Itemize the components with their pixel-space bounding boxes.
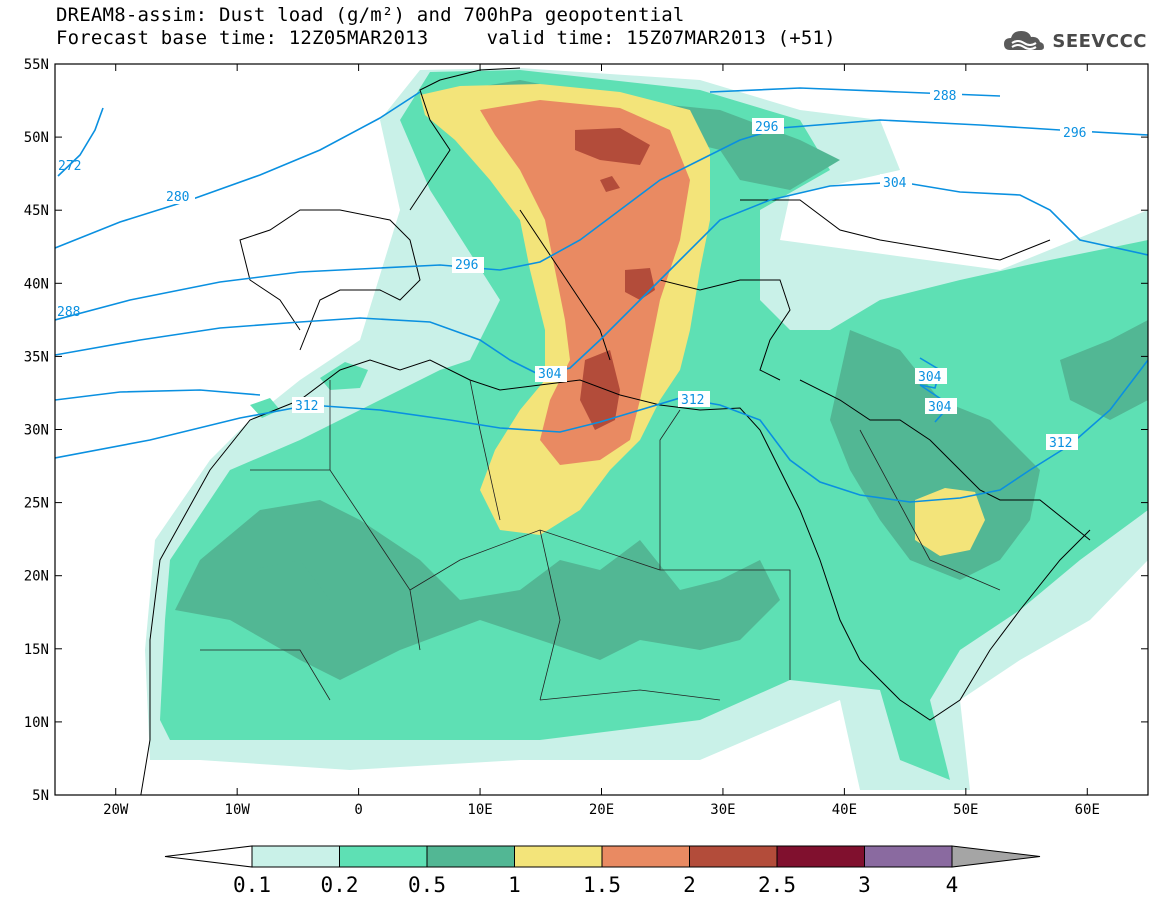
- svg-text:296: 296: [1063, 126, 1086, 141]
- lat-label: 55N: [24, 57, 49, 73]
- coastlines: [140, 67, 1091, 795]
- lat-label: 40N: [24, 276, 49, 292]
- svg-text:296: 296: [455, 258, 478, 273]
- colorbar-label: 2: [683, 873, 696, 897]
- lat-label: 10N: [24, 715, 49, 731]
- lat-label: 45N: [24, 203, 49, 219]
- logo-text: SEEVCCC: [1052, 30, 1147, 52]
- dust-layer-1-5: [480, 100, 690, 465]
- lon-label: 50E: [953, 802, 978, 818]
- svg-text:272: 272: [58, 159, 81, 174]
- colorbar-segment: [951, 845, 1041, 868]
- svg-text:312: 312: [681, 393, 704, 408]
- latitude-axis: 5N 10N 15N 20N 25N 30N 35N 40N 45N 50N 55N: [24, 57, 1148, 804]
- svg-text:304: 304: [928, 400, 952, 415]
- svg-text:304: 304: [883, 176, 907, 191]
- lon-label: 10W: [225, 802, 251, 818]
- svg-text:288: 288: [57, 305, 80, 320]
- colorbar-segment: [426, 845, 515, 868]
- contour-labels: 272 280 288 288 296 296 296 304 304 304 …: [57, 88, 1092, 451]
- lat-label: 50N: [24, 130, 49, 146]
- country-borders: [200, 379, 1001, 701]
- contour-label: 304: [535, 366, 567, 382]
- colorbar-segment: [864, 845, 953, 868]
- contour-label: 312: [1046, 434, 1078, 451]
- svg-text:288: 288: [933, 89, 956, 104]
- svg-text:280: 280: [166, 190, 189, 205]
- svg-text:296: 296: [755, 120, 778, 135]
- lon-label: 30E: [710, 802, 735, 818]
- lon-label: 20E: [589, 802, 614, 818]
- colorbar-label: 0.1: [233, 873, 271, 897]
- map-subtitle: Forecast base time: 12Z05MAR2013 valid t…: [56, 27, 836, 49]
- colorbar-segment: [776, 845, 865, 868]
- colorbar: 0.1 0.2 0.5 1 1.5 2 2.5 3 4: [164, 845, 1041, 897]
- svg-text:312: 312: [1049, 436, 1072, 451]
- lon-label: 40E: [832, 802, 857, 818]
- lat-label: 20N: [24, 569, 49, 585]
- geopotential-contours: [55, 87, 1148, 503]
- cloud-icon: [1004, 31, 1045, 50]
- colorbar-label: 3: [858, 873, 871, 897]
- dust-layer-2: [575, 128, 655, 430]
- lat-label: 25N: [24, 496, 49, 512]
- lat-label: 5N: [32, 788, 49, 804]
- seevccc-logo: SEEVCCC: [1002, 28, 1147, 54]
- colorbar-segment: [251, 845, 340, 868]
- colorbar-label: 0.2: [321, 873, 359, 897]
- colorbar-label: 2.5: [758, 873, 796, 897]
- colorbar-label: 0.5: [408, 873, 446, 897]
- colorbar-segment: [514, 845, 603, 868]
- colorbar-label: 1.5: [583, 873, 621, 897]
- lon-label: 10E: [467, 802, 492, 818]
- contour-label: 304: [915, 368, 947, 385]
- colorbar-segment: [339, 845, 428, 868]
- lat-label: 30N: [24, 423, 49, 439]
- contour-label: 288: [930, 88, 962, 104]
- colorbar-segment: [601, 845, 690, 868]
- lat-label: 15N: [24, 642, 49, 658]
- lon-label: 0: [354, 802, 362, 818]
- contour-label: 288: [57, 305, 80, 320]
- contour-label: 272: [58, 159, 81, 174]
- contour-label: 312: [678, 391, 710, 408]
- map-title: DREAM8-assim: Dust load (g/m²) and 700hP…: [56, 4, 685, 26]
- lon-label: 20W: [103, 802, 129, 818]
- longitude-axis: 20W 10W 0 10E 20E 30E 40E 50E 60E: [103, 64, 1100, 818]
- svg-text:312: 312: [295, 399, 318, 414]
- svg-text:304: 304: [538, 367, 562, 382]
- contour-label: 304: [925, 398, 957, 415]
- contour-label: 280: [163, 188, 195, 205]
- colorbar-segment: [689, 845, 778, 868]
- colorbar-label: 1: [508, 873, 521, 897]
- lon-label: 60E: [1075, 802, 1100, 818]
- contour-label: 296: [452, 257, 484, 273]
- colorbar-segment: [164, 845, 253, 868]
- lat-label: 35N: [24, 349, 49, 365]
- contour-label: 296: [752, 118, 784, 135]
- colorbar-label: 4: [946, 873, 959, 897]
- contour-label: 304: [880, 174, 912, 191]
- contour-label: 312: [292, 397, 324, 414]
- contour-label: 296: [1060, 124, 1092, 141]
- svg-text:304: 304: [918, 370, 942, 385]
